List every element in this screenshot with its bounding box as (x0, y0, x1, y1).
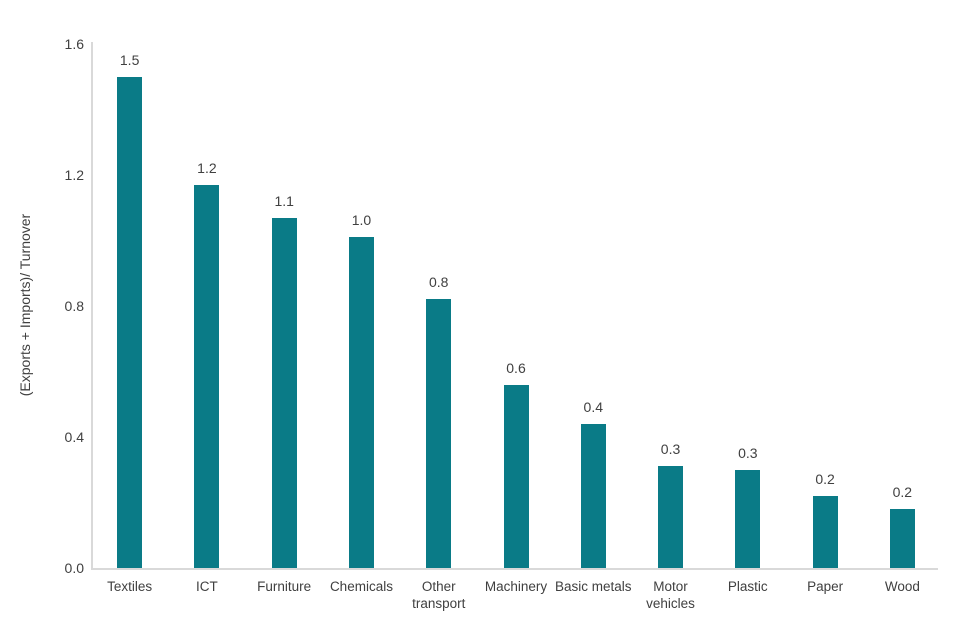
category-label: Machinery (484, 579, 548, 594)
category-label: Textiles (107, 579, 153, 594)
x-axis-line (91, 568, 938, 570)
bar-furniture (271, 217, 297, 568)
bar-wood (889, 509, 915, 568)
bar-basic-metals (580, 423, 606, 568)
category-label: ICT (196, 579, 218, 594)
category-label: Motor vehicles (646, 579, 695, 611)
bar-value-label: 1.5 (119, 51, 140, 68)
y-tick-label: 0.8 (64, 298, 84, 314)
y-tick-label: 1.6 (64, 36, 84, 52)
bar-textiles (117, 76, 143, 568)
bar-value-label: 1.0 (351, 212, 372, 229)
category-label: Other transport (412, 579, 466, 611)
y-tick-label: 0.0 (64, 560, 84, 576)
bar-ict (194, 184, 220, 568)
bar-value-label: 1.1 (274, 192, 294, 209)
bar-motor-vehicles (658, 466, 684, 568)
bar-value-label: 0.3 (738, 444, 758, 461)
bar-other-transport (426, 299, 452, 568)
bar-paper (812, 495, 838, 568)
category-label: Furniture (257, 579, 312, 594)
category-label: Paper (807, 579, 844, 594)
bar-value-label: 1.2 (197, 159, 217, 176)
y-tick-label: 0.4 (64, 429, 84, 445)
bar-value-label: 0.2 (892, 484, 913, 501)
bar-value-label: 0.4 (583, 398, 603, 415)
category-label: Chemicals (329, 579, 393, 594)
bar-value-label: 0.2 (815, 470, 835, 487)
category-label: Plastic (727, 579, 768, 594)
y-tick-label: 1.2 (64, 167, 84, 183)
bar-value-label: 0.3 (660, 441, 681, 458)
bar-plastic (735, 469, 761, 568)
bar-value-label: 0.6 (506, 359, 526, 376)
category-label: Basic metals (555, 579, 632, 594)
bar-chemicals (348, 237, 374, 568)
bar-machinery (503, 384, 529, 568)
category-label: Wood (884, 579, 920, 594)
bar-value-label: 0.8 (428, 274, 449, 291)
y-axis-line (91, 42, 93, 569)
